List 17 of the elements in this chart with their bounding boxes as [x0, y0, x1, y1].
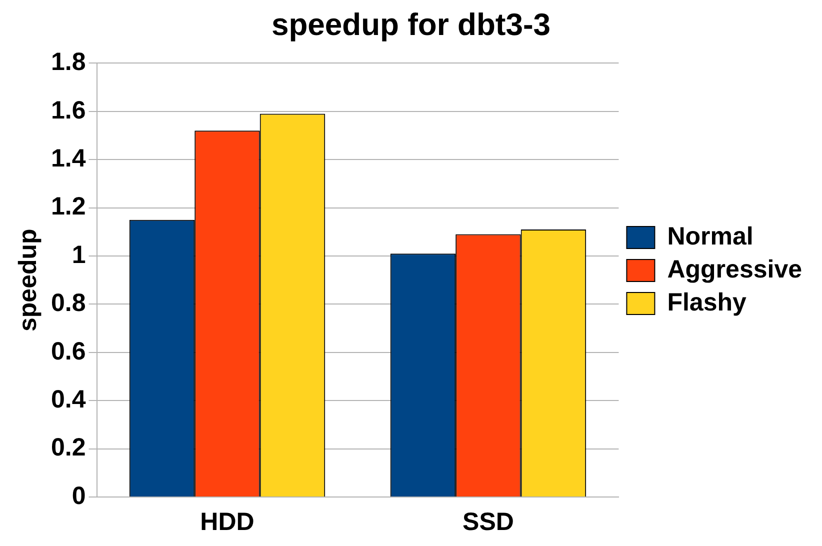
y-tick-label: 0.8 [50, 289, 86, 318]
y-tick-label: 0.6 [50, 337, 86, 366]
y-tick-label: 0 [72, 482, 86, 510]
legend-label: Normal [667, 222, 754, 250]
y-tick-label: 1.2 [50, 192, 86, 221]
chart-title: speedup for dbt3-3 [271, 7, 551, 42]
legend-label: Flashy [667, 288, 747, 316]
y-tick-label: 1.4 [50, 144, 86, 172]
x-tick-label: SSD [462, 508, 514, 536]
legend-label: Aggressive [667, 255, 802, 284]
y-tick-label: 0.2 [50, 434, 86, 462]
y-axis-title: speedup [14, 228, 42, 332]
x-tick-label: HDD [200, 508, 254, 536]
y-tick-label: 1 [72, 240, 86, 269]
y-tick-label: 0.4 [50, 385, 86, 414]
y-tick-label: 1.6 [50, 96, 86, 124]
y-tick-label: 1.8 [50, 48, 86, 76]
